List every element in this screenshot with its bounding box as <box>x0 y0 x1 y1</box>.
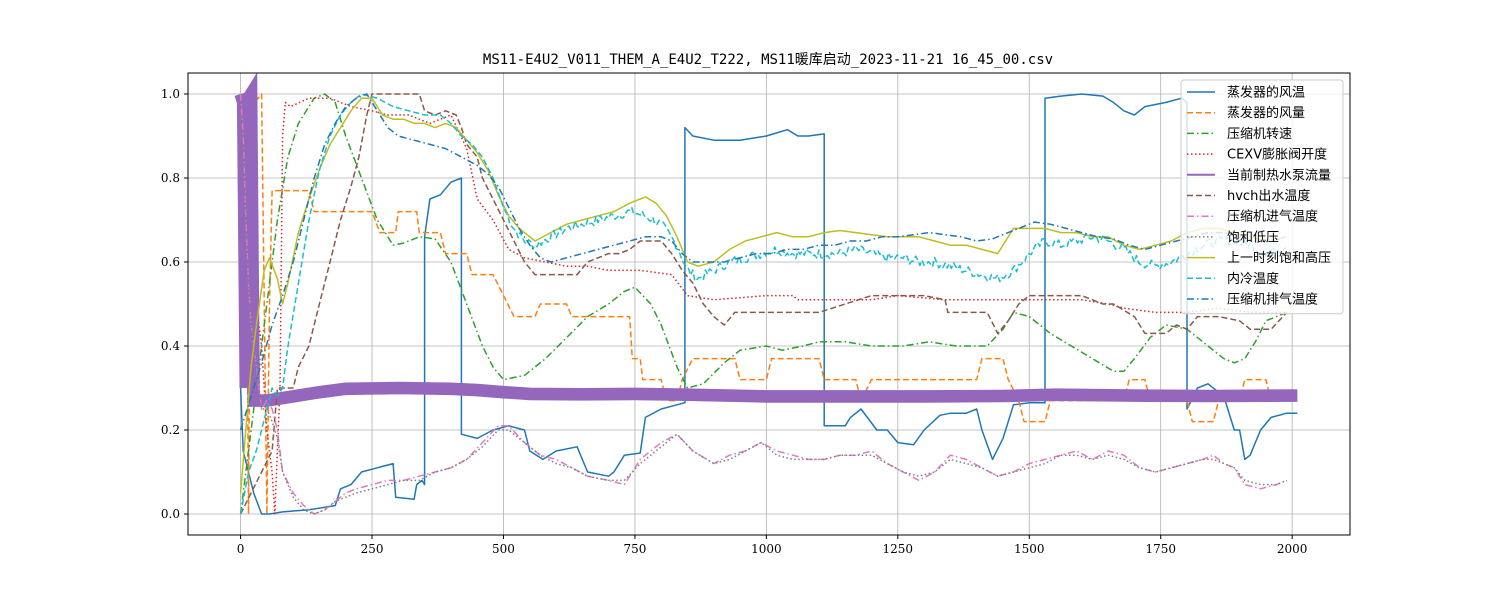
plot-frame <box>187 72 1351 536</box>
x-tick-label: 1750 <box>1145 542 1176 556</box>
y-tick-label: 0.2 <box>161 423 180 437</box>
y-axis-ticks: 0.0 0.2 0.4 0.6 0.8 1.0 <box>161 87 188 521</box>
chart-title: MS11-E4U2_V011_THEM_A_E4U2_T222, MS11暖库启… <box>483 52 1053 68</box>
x-tick-label: 1250 <box>883 542 914 556</box>
series-line-2 <box>239 93 1288 515</box>
x-tick-label: 500 <box>492 542 515 556</box>
legend-label: 蒸发器的风量 <box>1227 105 1305 121</box>
legend-label: 压缩机排气温度 <box>1227 292 1318 308</box>
legend-label: 蒸发器的风温 <box>1227 85 1305 101</box>
legend-label: 饱和低压 <box>1227 230 1279 245</box>
y-tick-label: 0.4 <box>161 339 180 353</box>
series-line-10 <box>239 93 1288 431</box>
series-line-8 <box>239 97 1288 494</box>
series-line-6 <box>239 93 1288 515</box>
series-line-7 <box>239 114 1288 515</box>
x-tick-label: 0 <box>237 542 245 556</box>
y-tick-label: 0.6 <box>161 255 180 269</box>
series-lines <box>234 73 1298 515</box>
legend-label: 压缩机转速 <box>1227 126 1292 142</box>
x-tick-label: 250 <box>361 542 384 556</box>
x-tick-label: 750 <box>623 542 646 556</box>
legend-label: CEXV膨胀阀开度 <box>1227 147 1327 163</box>
legend-label: 压缩机进气温度 <box>1227 209 1318 225</box>
y-tick-label: 1.0 <box>161 87 180 101</box>
x-tick-label: 1500 <box>1014 542 1045 556</box>
series-line-5 <box>239 93 1288 515</box>
legend-label: 上一时刻饱和高压 <box>1227 250 1331 266</box>
y-tick-label: 0.0 <box>161 507 180 521</box>
y-tick-label: 0.8 <box>161 171 180 185</box>
legend-box <box>1180 79 1344 315</box>
x-tick-label: 2000 <box>1277 542 1308 556</box>
x-axis-ticks: 0 250 500 750 1000 1250 1500 1750 2000 <box>237 535 1308 556</box>
x-tick-label: 1000 <box>751 542 782 556</box>
series-line-9 <box>239 93 1287 515</box>
series-line-0 <box>239 93 1298 515</box>
legend-label: 当前制热水泵流量 <box>1227 167 1331 183</box>
legend-label: 内冷温度 <box>1227 271 1279 287</box>
legend-label: hvch出水温度 <box>1227 188 1310 204</box>
